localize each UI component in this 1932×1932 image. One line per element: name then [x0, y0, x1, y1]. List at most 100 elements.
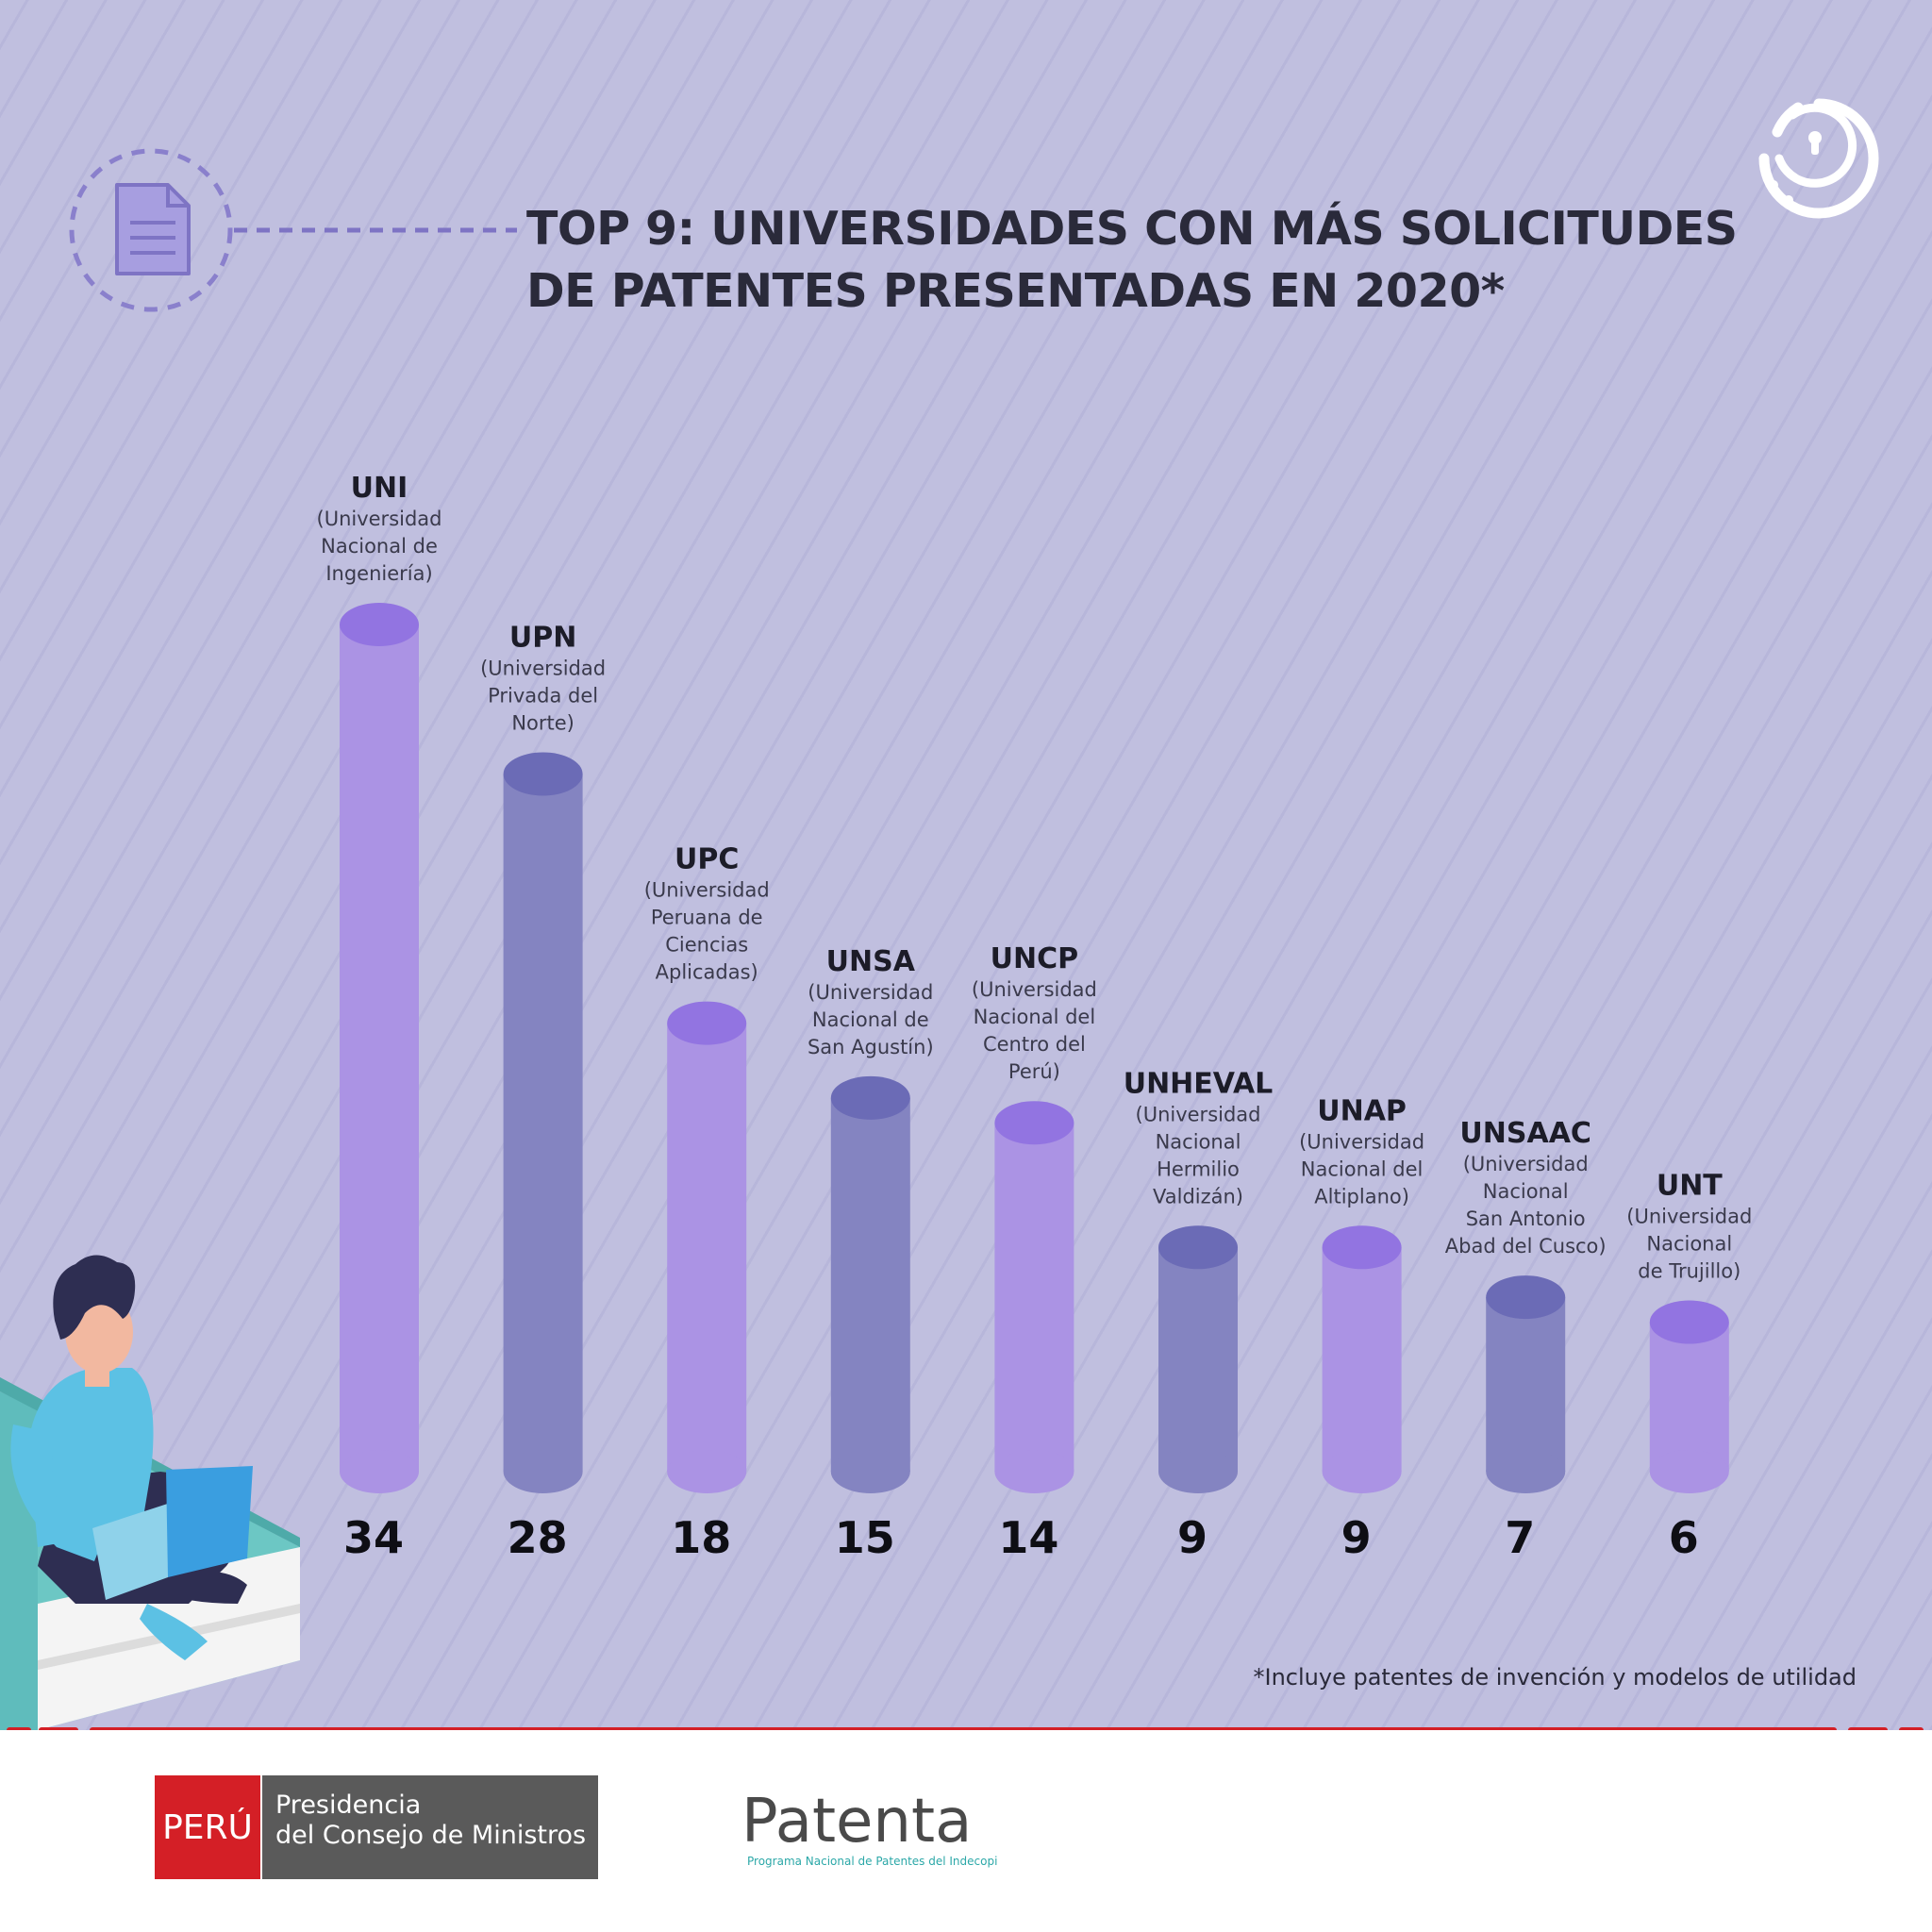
bar-body	[830, 1097, 910, 1472]
category-full-name: Abad del Cusco)	[1445, 1235, 1607, 1257]
keyhole-ring-icon	[1758, 98, 1879, 219]
category-full-name: (Universidad	[972, 978, 1097, 1001]
bar-body	[1158, 1247, 1238, 1472]
bar-base	[667, 1450, 747, 1493]
value-label: 15	[835, 1512, 895, 1563]
bar-cap	[667, 1001, 747, 1045]
chart-background	[0, 0, 1932, 1730]
category-label: UNCP	[991, 942, 1078, 975]
peru-label: PERÚ	[162, 1807, 253, 1847]
category-full-name: Valdizán)	[1153, 1185, 1243, 1208]
bar-body	[994, 1123, 1074, 1472]
bar-base	[503, 1450, 583, 1493]
bar-body	[1486, 1297, 1566, 1472]
patenta-tagline: Programa Nacional de Patentes del Indeco…	[747, 1855, 998, 1868]
bar-unt	[1649, 1300, 1729, 1493]
category-full-name: Nacional del	[1301, 1158, 1424, 1180]
value-label: 6	[1669, 1512, 1699, 1563]
category-full-name: Nacional	[1483, 1180, 1569, 1203]
pcm-line-2: del Consejo de Ministros	[275, 1821, 587, 1850]
value-label: 18	[671, 1512, 731, 1563]
category-full-name: (Universidad	[1299, 1130, 1424, 1153]
category-label: UNSA	[826, 945, 916, 978]
bar-unheval	[1158, 1225, 1238, 1493]
category-full-name: Nacional	[1156, 1130, 1241, 1153]
footnote: *Incluye patentes de invención y modelos…	[1253, 1664, 1857, 1690]
bar-cap	[503, 752, 583, 796]
category-full-name: Altiplano)	[1314, 1185, 1409, 1208]
category-label: UPN	[509, 621, 576, 654]
value-label: 14	[998, 1512, 1058, 1563]
bar-cap	[340, 603, 419, 646]
bar-upc	[667, 1001, 747, 1493]
category-full-name: Peruana de	[651, 907, 763, 929]
bar-base	[830, 1450, 910, 1493]
bar-uncp	[994, 1101, 1074, 1493]
category-label: UNI	[351, 472, 408, 505]
category-full-name: (Universidad	[317, 508, 442, 530]
bar-unap	[1322, 1225, 1402, 1493]
bar-upn	[503, 752, 583, 1493]
value-label: 9	[1177, 1512, 1208, 1563]
category-full-name: (Universidad	[808, 981, 933, 1004]
category-full-name: Ciencias	[665, 934, 748, 957]
bar-cap	[1158, 1225, 1238, 1270]
category-full-name: Nacional	[1646, 1233, 1732, 1256]
category-full-name: de Trujillo)	[1638, 1260, 1740, 1283]
bar-base	[1158, 1450, 1238, 1493]
category-label: UNAP	[1317, 1094, 1407, 1127]
category-label: UNHEVAL	[1124, 1067, 1274, 1100]
bar-base	[1486, 1450, 1566, 1493]
bar-body	[667, 1023, 747, 1472]
category-full-name: San Agustín)	[808, 1036, 934, 1058]
pcm-brand-box: Presidencia del Consejo de Ministros	[262, 1775, 598, 1879]
peru-brand-box: PERÚ	[155, 1775, 260, 1879]
category-full-name: Perú)	[1008, 1060, 1060, 1083]
bar-cap	[1649, 1300, 1729, 1344]
bar-base	[994, 1450, 1074, 1493]
category-full-name: San Antonio	[1466, 1208, 1586, 1230]
category-full-name: (Universidad	[644, 879, 770, 902]
category-full-name: Norte)	[511, 711, 575, 734]
category-full-name: Nacional de	[812, 1008, 929, 1031]
patenta-name: Patenta	[741, 1787, 973, 1857]
value-label: 9	[1341, 1512, 1372, 1563]
category-full-name: Aplicadas)	[656, 961, 758, 984]
value-label: 7	[1505, 1512, 1535, 1563]
value-label: 34	[343, 1512, 404, 1563]
category-full-name: Nacional de	[321, 535, 438, 558]
category-full-name: (Universidad	[1136, 1103, 1261, 1125]
category-label: UNSAAC	[1459, 1117, 1591, 1150]
chart-title: TOP 9: UNIVERSIDADES CON MÁS SOLICITUDES…	[526, 198, 1738, 323]
bar-base	[1322, 1450, 1402, 1493]
person-with-laptop-illustration	[0, 1255, 300, 1730]
bar-cap	[830, 1075, 910, 1120]
category-full-name: (Universidad	[1463, 1153, 1589, 1175]
bar-base	[340, 1450, 419, 1493]
chart-title-line-1: TOP 9: UNIVERSIDADES CON MÁS SOLICITUDES	[526, 202, 1738, 256]
category-full-name: Nacional del	[974, 1006, 1096, 1028]
bar-body	[1649, 1322, 1729, 1472]
bar-body	[340, 625, 419, 1472]
bar-uni	[340, 603, 419, 1493]
bar-body	[1322, 1247, 1402, 1472]
bar-body	[503, 774, 583, 1472]
category-full-name: Hermilio	[1157, 1158, 1240, 1180]
category-full-name: Privada del	[488, 684, 598, 707]
category-full-name: Ingeniería)	[325, 562, 432, 585]
document-icon	[69, 148, 233, 312]
category-full-name: Centro del	[983, 1033, 1086, 1056]
chart-title-line-2: DE PATENTES PRESENTADAS EN 2020*	[526, 264, 1505, 318]
bar-cap	[1322, 1225, 1402, 1270]
category-label: UPC	[675, 843, 739, 876]
category-full-name: (Universidad	[1626, 1206, 1752, 1228]
value-label: 28	[508, 1512, 568, 1563]
pcm-line-1: Presidencia	[275, 1790, 422, 1820]
bar-base	[1649, 1450, 1729, 1493]
bar-cap	[994, 1101, 1074, 1145]
category-label: UNT	[1657, 1170, 1723, 1203]
category-full-name: (Universidad	[480, 657, 606, 679]
bar-unsaac	[1486, 1275, 1566, 1493]
